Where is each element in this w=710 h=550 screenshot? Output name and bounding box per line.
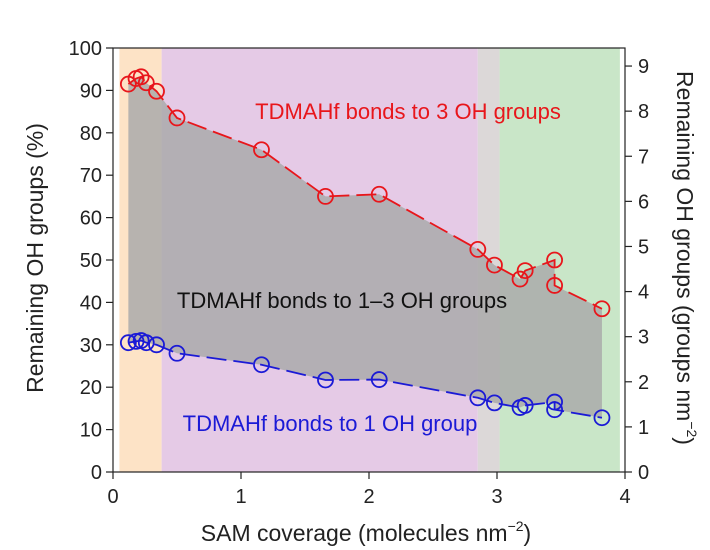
x-axis-title-sup: −2 — [508, 518, 524, 534]
y2-tick-label: 4 — [638, 282, 649, 304]
series-1-point — [253, 356, 270, 374]
series-1-point — [516, 397, 534, 414]
series-0-point — [546, 251, 563, 269]
series-1-point — [546, 401, 563, 419]
series-0-point — [253, 141, 270, 159]
series-0-point — [469, 240, 487, 258]
y-tick-label: 90 — [80, 80, 102, 102]
series-0-point — [168, 109, 186, 127]
annotation-1-oh: TDMAHf bonds to 1 OH group — [183, 411, 478, 436]
series-1-point — [486, 394, 503, 412]
x-axis: 0 1 2 3 4 — [107, 472, 631, 508]
series-layer — [119, 68, 611, 427]
y-axis-left: 0 10 20 30 40 50 60 70 80 90 100 — [69, 38, 113, 484]
y-tick-label: 30 — [80, 335, 102, 357]
x-tick-label: 2 — [363, 486, 374, 508]
y-axis-right: 0 1 2 3 4 5 6 7 8 9 — [625, 56, 649, 484]
y2-tick-label: 8 — [638, 101, 649, 123]
y-tick-label: 50 — [80, 250, 102, 272]
series-0-point — [370, 185, 388, 203]
x-tick-label: 3 — [491, 486, 502, 508]
y-tick-label: 0 — [91, 462, 102, 484]
y2-axis-title-sup: −2 — [684, 421, 700, 437]
x-axis-title: SAM coverage (molecules nm−2) — [201, 518, 531, 546]
series-0-point — [516, 262, 534, 280]
x-axis-title-end: ) — [524, 520, 532, 546]
y-tick-label: 10 — [80, 420, 102, 442]
y2-tick-label: 6 — [638, 191, 649, 213]
series-1-point — [317, 371, 334, 389]
y-tick-label: 100 — [69, 38, 102, 60]
y-tick-label: 70 — [80, 165, 102, 187]
annotation-1-3-oh: TDMAHf bonds to 1–3 OH groups — [177, 288, 507, 313]
y-axis-title-left: Remaining OH groups (%) — [22, 123, 48, 393]
y-tick-label: 40 — [80, 292, 102, 314]
series-1-point — [148, 336, 165, 354]
x-axis-title-main: SAM coverage (molecules nm — [201, 520, 508, 546]
y-tick-label: 80 — [80, 123, 102, 145]
series-1-point — [370, 371, 388, 388]
series-0-point — [546, 277, 563, 294]
y2-axis-title-main: Remaining OH groups (groups nm — [672, 71, 698, 421]
y-tick-label: 20 — [80, 377, 102, 399]
series-1-point — [593, 409, 611, 427]
series-0-point — [317, 187, 334, 205]
y-axis-title-right: Remaining OH groups (groups nm−2) — [672, 71, 700, 445]
series-1-point — [469, 389, 487, 407]
y2-tick-label: 9 — [638, 56, 649, 78]
y2-tick-label: 2 — [638, 372, 649, 394]
series-0-point — [137, 74, 155, 92]
x-tick-label: 1 — [235, 486, 246, 508]
series-1-point — [137, 334, 155, 352]
series-0-point — [148, 82, 165, 100]
annotation-3-oh: TDMAHf bonds to 3 OH groups — [255, 99, 561, 124]
y2-tick-label: 1 — [638, 417, 649, 439]
fill-between-area — [128, 76, 602, 418]
x-tick-label: 4 — [619, 486, 630, 508]
series-1-point — [168, 344, 186, 362]
y2-tick-label: 5 — [638, 236, 649, 258]
series-1-point — [119, 334, 137, 352]
series-0-point — [511, 270, 529, 288]
series-0-point — [132, 68, 150, 86]
y2-tick-label: 7 — [638, 146, 649, 168]
series-0-point — [486, 256, 503, 274]
series-0-point — [593, 300, 611, 318]
y2-tick-label: 3 — [638, 327, 649, 349]
y-tick-label: 60 — [80, 208, 102, 230]
series-1-point — [546, 393, 563, 411]
y2-tick-label: 0 — [638, 462, 649, 484]
y2-axis-title-end: ) — [672, 437, 698, 445]
x-tick-label: 0 — [107, 486, 118, 508]
